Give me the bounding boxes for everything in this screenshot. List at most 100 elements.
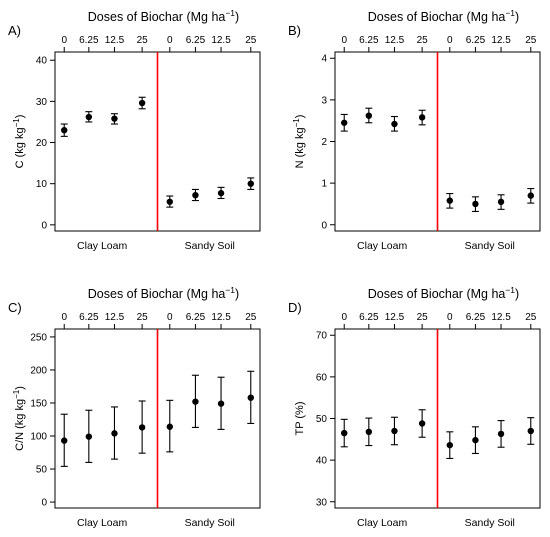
data-point	[85, 433, 93, 440]
y-tick-label: 4	[321, 54, 327, 65]
dose-tick-label: 12.5	[385, 35, 405, 46]
y-tick-label: 1	[321, 179, 327, 190]
dose-tick-label: 0	[447, 35, 453, 46]
soil-group-label: Sandy Soil	[465, 240, 515, 252]
chart-panel-d: D) Doses of Biochar (Mg ha−1) 0 6.25 12.5 25 0…	[288, 285, 541, 529]
dose-tick-label: 0	[167, 35, 173, 46]
dose-tick-label: 6.25	[79, 35, 99, 46]
soil-group-label: Clay Loam	[357, 517, 407, 529]
data-point	[472, 200, 479, 208]
data-point	[418, 420, 426, 427]
data-point	[85, 113, 93, 121]
dose-tick-label: 25	[245, 312, 257, 323]
dose-tick-label: 6.25	[466, 35, 486, 46]
y-tick-label: 0	[41, 220, 47, 231]
y-axis-label: C (kg kg−1)	[12, 115, 26, 169]
y-tick-label: 250	[30, 332, 47, 343]
data-point	[192, 192, 199, 199]
dose-tick-label: 0	[341, 35, 347, 46]
dose-tick-label: 6.25	[186, 312, 206, 323]
data-point	[446, 197, 453, 204]
data-point	[192, 398, 199, 405]
data-point	[111, 430, 118, 437]
dose-tick-label: 6.25	[359, 35, 379, 46]
dose-tick-label: 0	[167, 312, 173, 323]
dose-tick-label: 6.25	[466, 312, 486, 323]
data-point	[497, 198, 505, 206]
y-tick-label: 100	[30, 432, 47, 443]
y-tick-label: 50	[36, 465, 48, 476]
soil-group-label: Clay Loam	[77, 517, 127, 529]
data-point	[527, 427, 534, 435]
y-tick-label: 150	[30, 398, 47, 409]
data-point	[341, 119, 348, 126]
dose-tick-label: 25	[417, 312, 429, 323]
dose-tick-label: 12.5	[211, 35, 231, 46]
dose-tick-label: 25	[417, 35, 429, 46]
dose-tick-label: 0	[61, 35, 67, 46]
dose-tick-label: 12.5	[385, 312, 405, 323]
data-point	[391, 120, 398, 128]
top-axis-title: Doses of Biochar (Mg ha−1)	[368, 285, 519, 301]
data-point	[472, 436, 479, 444]
top-axis-title: Doses of Biochar (Mg ha−1)	[88, 285, 239, 301]
dose-tick-label: 0	[341, 312, 347, 323]
soil-group-label: Clay Loam	[77, 240, 127, 252]
dose-tick-label: 12.5	[491, 312, 511, 323]
chart-panel-a: A) Doses of Biochar (Mg ha−1) 0 6.25 12.5 25 0…	[8, 8, 261, 252]
data-point	[365, 428, 373, 436]
data-point	[217, 189, 225, 197]
y-tick-label: 30	[36, 97, 48, 108]
y-tick-label: 0	[41, 498, 47, 509]
data-point	[527, 192, 534, 199]
data-point	[247, 180, 254, 187]
data-point	[391, 427, 398, 435]
dose-tick-label: 0	[61, 312, 67, 323]
dose-tick-label: 12.5	[211, 312, 231, 323]
top-axis-title: Doses of Biochar (Mg ha−1)	[368, 8, 519, 24]
data-point	[138, 99, 146, 107]
data-point	[166, 423, 173, 430]
data-point	[341, 429, 348, 437]
y-tick-label: 20	[36, 138, 48, 149]
soil-group-label: Sandy Soil	[185, 517, 235, 529]
dose-tick-label: 6.25	[186, 35, 206, 46]
chart-panel-c: C)Doses of Biochar (Mg ha−1)0 6.25 12.5 25 0…	[8, 285, 261, 529]
panel-label: A)	[8, 23, 21, 38]
y-tick-label: 200	[30, 365, 47, 376]
dose-tick-label: 6.25	[359, 312, 379, 323]
data-point	[138, 424, 146, 431]
data-point	[61, 437, 68, 444]
y-tick-label: 60	[316, 372, 328, 383]
y-tick-label: 0	[321, 220, 327, 231]
data-point	[247, 394, 254, 401]
y-tick-label: 3	[321, 95, 327, 106]
panel-label: C)	[8, 300, 22, 315]
data-point	[446, 441, 453, 449]
y-tick-label: 40	[36, 56, 48, 67]
soil-group-label: Sandy Soil	[185, 240, 235, 252]
data-point	[217, 400, 225, 407]
data-point	[166, 198, 173, 205]
dose-tick-label: 25	[137, 35, 149, 46]
y-axis-label: N (kg kg−1)	[292, 115, 306, 169]
dose-tick-label: 12.5	[105, 35, 125, 46]
data-point	[111, 115, 118, 122]
data-point	[418, 114, 426, 121]
y-axis-label: C/N (kg kg−1)	[12, 386, 26, 451]
chart-panel-b: B) Doses of Biochar (Mg ha−1) 0 6.25 12.5 25 0…	[288, 8, 541, 252]
panel-label: D)	[288, 300, 302, 315]
dose-tick-label: 25	[245, 35, 257, 46]
y-tick-label: 2	[321, 137, 327, 148]
dose-tick-label: 12.5	[105, 312, 125, 323]
data-point	[61, 126, 68, 134]
y-tick-label: 30	[316, 497, 328, 508]
dose-tick-label: 25	[525, 35, 537, 46]
data-point	[365, 112, 373, 119]
top-axis-title: Doses of Biochar (Mg ha−1)	[88, 8, 239, 24]
y-tick-label: 50	[316, 414, 328, 425]
dose-tick-label: 12.5	[491, 35, 511, 46]
y-tick-label: 10	[36, 179, 48, 190]
y-tick-label: 40	[316, 456, 328, 467]
